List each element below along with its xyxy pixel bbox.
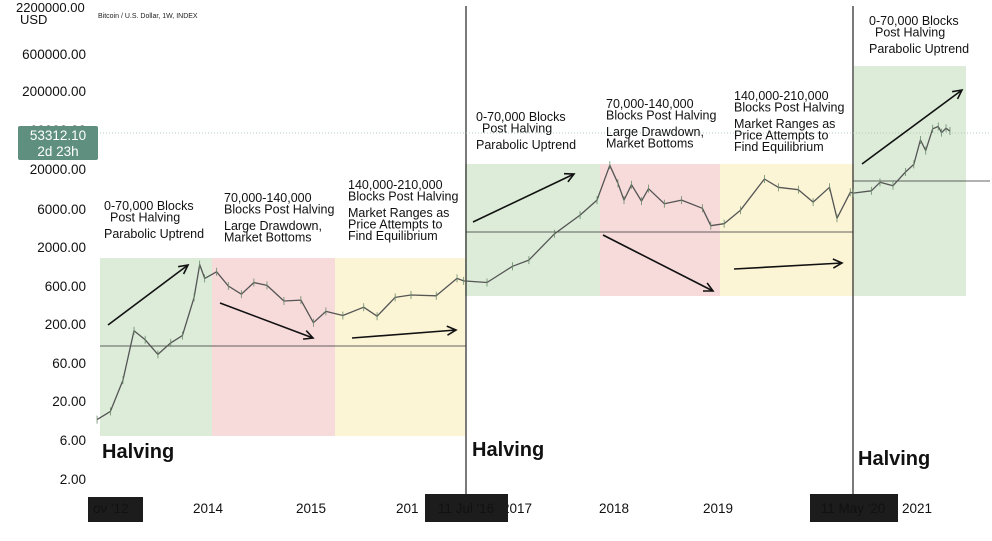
annotation-5-line-5: Market Bottoms <box>606 137 694 151</box>
x-tick-partial-overlay: ov '12 <box>93 501 129 516</box>
annotation-6-line-2: Blocks Post Halving <box>734 101 845 115</box>
annotation-4: 0-70,000 Blocks Post Halving Parabolic Up… <box>476 110 576 152</box>
annotation-7-line-2: Post Halving <box>875 26 945 40</box>
annotation-6-line-6: Find Equilibrium <box>734 140 824 154</box>
halving-label-1: Halving <box>102 441 174 463</box>
y-tick-label-7: 600.00 <box>45 279 86 294</box>
highlighted-date-2: 11 May '20 <box>821 501 886 516</box>
annotation-3: 140,000-210,000 Blocks Post Halving Marke… <box>348 178 459 243</box>
halving-label-2: Halving <box>472 439 544 461</box>
annotation-2-line-2: Blocks Post Halving <box>224 203 335 217</box>
phase-zones <box>100 66 966 436</box>
y-tick-label-2: 200000.00 <box>22 84 86 99</box>
x-tick-label-5: 2019 <box>703 501 733 516</box>
date-badge-3 <box>810 494 898 522</box>
y-tick-label-10: 20.00 <box>52 394 86 409</box>
phase-zone-6 <box>720 164 854 296</box>
trend-arrowhead-2 <box>302 330 315 340</box>
annotation-3-line-1: 140,000-210,000 <box>348 178 443 192</box>
annotation-3-line-4: Market Ranges as <box>348 206 449 220</box>
annotation-7: 0-70,000 Blocks Post Halving Parabolic Up… <box>869 14 969 56</box>
price-badge-bg <box>18 126 98 160</box>
date-badge-2 <box>425 494 508 522</box>
trend-arrow-6 <box>733 262 843 270</box>
halving-label-3: Halving <box>858 448 930 470</box>
y-axis: 600000.00200000.0060000.0020000.006000.0… <box>22 47 86 487</box>
price-badge-countdown: 2d 23h <box>37 144 78 159</box>
x-tick-label-3: 2017 <box>502 501 532 516</box>
y-tick-label-6: 2000.00 <box>37 240 86 255</box>
price-badge-price: 53312.10 <box>30 128 86 143</box>
trend-arrowhead-1 <box>178 263 190 275</box>
phase-zone-2 <box>212 258 335 436</box>
annotation-6-line-4: Market Ranges as <box>734 117 835 131</box>
annotation-4-line-2: Post Halving <box>482 122 552 136</box>
annotation-7-line-4: Parabolic Uptrend <box>869 42 969 56</box>
trend-arrow-1 <box>107 264 189 326</box>
y-tick-label-9: 60.00 <box>52 356 86 371</box>
annotation-5-line-4: Large Drawdown, <box>606 125 704 139</box>
annotation-4-line-1: 0-70,000 Blocks <box>476 110 566 124</box>
y-tick-label-4: 20000.00 <box>30 162 86 177</box>
annotation-1-line-1: 0-70,000 Blocks <box>104 199 194 213</box>
trend-arrow-3 <box>351 329 457 339</box>
price-badge: 53312.10 2d 23h <box>18 126 98 160</box>
annotation-7-line-1: 0-70,000 Blocks <box>869 14 959 28</box>
trend-arrow-7 <box>861 89 963 165</box>
price-line <box>96 125 951 421</box>
phase-zone-1 <box>100 258 212 436</box>
trend-arrows <box>107 88 964 340</box>
annotation-6: 140,000-210,000 Blocks Post Halving Marke… <box>734 89 845 154</box>
trend-arrow-4 <box>472 173 575 223</box>
trend-arrowhead-5 <box>702 282 715 292</box>
annotation-3-line-6: Find Equilibrium <box>348 229 438 243</box>
phase-zone-3 <box>335 258 465 436</box>
annotation-2-line-5: Market Bottoms <box>224 231 312 245</box>
x-tick-label-6: 2021 <box>902 501 932 516</box>
trend-arrowhead-7 <box>952 88 964 100</box>
y-tick-label-8: 200.00 <box>45 317 86 332</box>
annotation-1: 0-70,000 Blocks Post Halving Parabolic Up… <box>104 199 204 241</box>
y-tick-label-12: 2.00 <box>60 472 86 487</box>
annotation-2-line-1: 70,000-140,000 <box>224 191 312 205</box>
guide-lines <box>94 6 990 520</box>
annotation-4-line-4: Parabolic Uptrend <box>476 138 576 152</box>
phase-zone-5 <box>600 164 720 296</box>
y-axis-unit: USD <box>20 12 47 27</box>
highlighted-date-1: 11 Jul '16 <box>438 501 494 516</box>
y-tick-label-5: 6000.00 <box>37 202 86 217</box>
x-axis: 201420152017201820192021ov '12201ov '121… <box>88 494 932 522</box>
date-badge-1 <box>88 497 143 522</box>
annotation-5-line-1: 70,000-140,000 <box>606 97 694 111</box>
annotation-2-line-4: Large Drawdown, <box>224 219 322 233</box>
phase-annotations: 0-70,000 Blocks Post Halving Parabolic Up… <box>102 14 969 470</box>
trend-arrowhead-4 <box>563 172 576 183</box>
annotation-6-line-1: 140,000-210,000 <box>734 89 829 103</box>
y-tick-label-1: 600000.00 <box>22 47 86 62</box>
trend-arrowhead-6 <box>832 258 844 269</box>
chart-title: Bitcoin / U.S. Dollar, 1W, INDEX <box>98 13 198 20</box>
y-tick-label-11: 6.00 <box>60 433 86 448</box>
annotation-5-line-2: Blocks Post Halving <box>606 109 717 123</box>
annotation-6-line-5: Price Attempts to <box>734 129 829 143</box>
annotation-3-line-5: Price Attempts to <box>348 218 443 232</box>
x-tick-label-1: 2014 <box>193 501 224 516</box>
x-tick-partial-2: 201 <box>396 501 419 516</box>
annotation-1-line-2: Post Halving <box>110 211 180 225</box>
trend-arrowhead-3 <box>446 325 458 336</box>
phase-zone-4 <box>465 164 600 296</box>
annotation-2: 70,000-140,000 Blocks Post Halving Large … <box>224 191 335 245</box>
y-axis-top-label: 2200000.00 <box>16 0 85 15</box>
x-tick-label-4: 2018 <box>599 501 629 516</box>
trend-arrow-2 <box>219 302 314 339</box>
annotation-3-line-2: Blocks Post Halving <box>348 190 459 204</box>
annotation-1-line-4: Parabolic Uptrend <box>104 227 204 241</box>
trend-arrow-5 <box>602 234 714 292</box>
annotation-5: 70,000-140,000 Blocks Post Halving Large … <box>606 97 717 151</box>
price-series <box>96 122 951 424</box>
x-tick-label-2: 2015 <box>296 501 326 516</box>
